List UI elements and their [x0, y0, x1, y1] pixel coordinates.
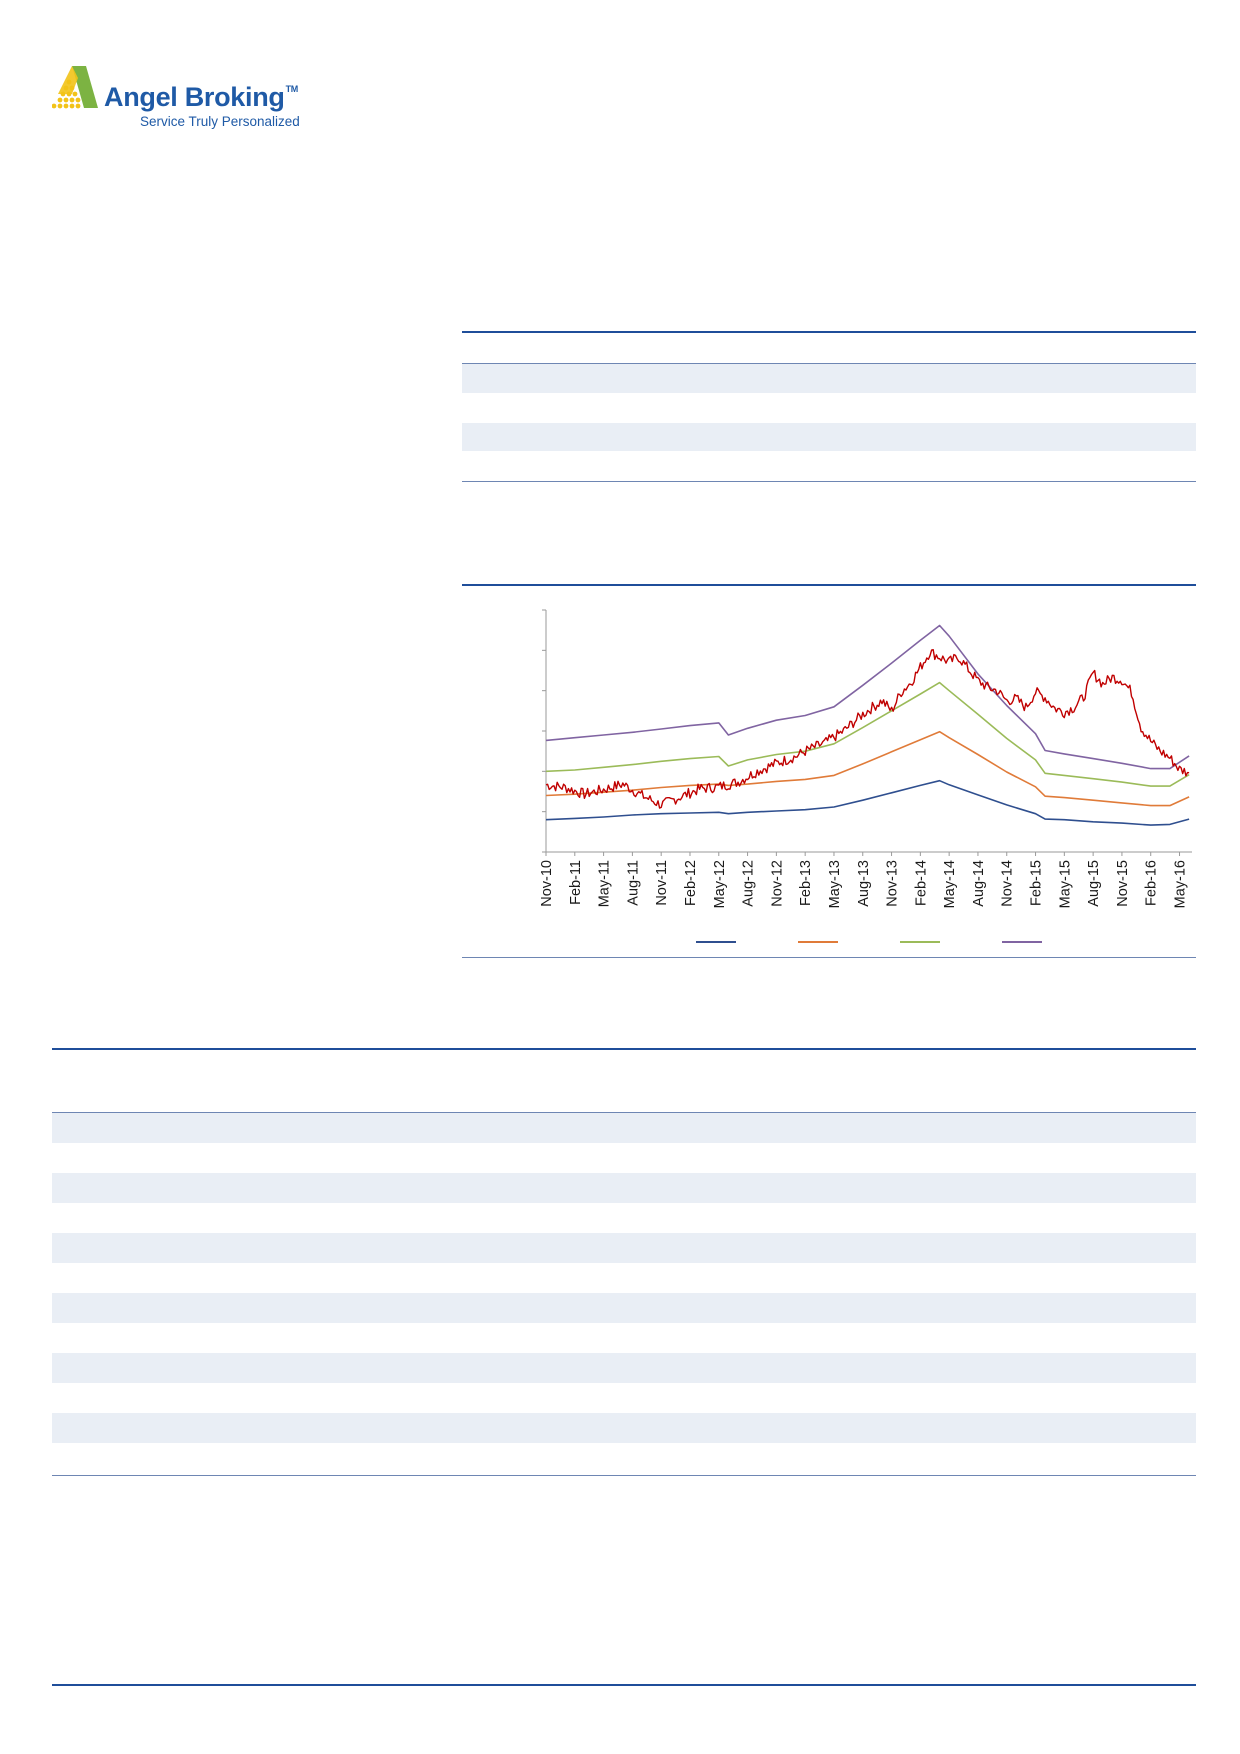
band-series-line: [545, 730, 1190, 807]
x-tick-label: Aug-13: [856, 860, 872, 907]
main-table-row-band: [52, 1353, 1196, 1383]
top-table-top-rule: [462, 331, 1196, 333]
x-tick-label: Nov-10: [539, 860, 555, 907]
main-table-top-rule: [52, 1048, 1196, 1050]
band-series-line: [545, 624, 1190, 770]
x-tick-label: May-15: [1057, 860, 1073, 908]
main-table-row-band: [52, 1413, 1196, 1443]
x-tick-label: Feb-15: [1029, 860, 1045, 906]
x-tick-label: May-11: [597, 860, 613, 907]
main-table-row-band: [52, 1113, 1196, 1143]
chart-svg: Nov-10 Feb-11 May-11 Aug-11 Nov-11 Feb-12 May-…: [539, 609, 1192, 943]
logo-tagline: Service Truly Personalized: [140, 114, 300, 129]
x-tick-label: May-16: [1173, 860, 1189, 908]
main-table-row-band: [52, 1173, 1196, 1203]
chart-bottom-rule: [462, 957, 1196, 958]
band-series-line: [545, 681, 1190, 787]
x-tick-label: Aug-12: [741, 860, 757, 907]
band-series-line: [545, 779, 1190, 826]
top-table-row-band: [462, 423, 1196, 451]
x-tick-label: Feb-14: [913, 860, 929, 906]
x-tick-label: Feb-16: [1144, 860, 1160, 906]
main-table-row-band: [52, 1233, 1196, 1263]
x-tick-label: May-13: [827, 860, 843, 908]
x-tick-label: Aug-11: [625, 860, 641, 906]
main-table-header-rule: [52, 1112, 1196, 1113]
logo-mark-icon: [52, 66, 98, 109]
main-table-bottom-rule: [52, 1475, 1196, 1476]
price-chart: Nov-10 Feb-11 May-11 Aug-11 Nov-11 Feb-12 May-…: [462, 596, 1196, 956]
top-table-header-rule: [462, 363, 1196, 364]
x-tick-label: Feb-13: [798, 860, 814, 906]
x-tick-label: Aug-15: [1086, 860, 1102, 907]
page-footer-rule: [52, 1684, 1196, 1686]
x-tick-label: Nov-11: [654, 860, 670, 906]
x-tick-label: Nov-14: [1000, 860, 1016, 907]
logo-wordmark: Angel BrokingTM: [104, 82, 299, 112]
top-table-row-band: [462, 364, 1196, 393]
x-tick-label: Feb-12: [683, 860, 699, 906]
x-tick-label: Feb-11: [568, 860, 584, 905]
x-tick-label: May-14: [942, 860, 958, 908]
x-tick-label: Nov-15: [1115, 860, 1131, 907]
x-tick-label: Aug-14: [971, 860, 987, 907]
main-table-row-band: [52, 1293, 1196, 1323]
company-logo: Angel BrokingTM Service Truly Personaliz…: [52, 62, 312, 132]
price-series-line: [545, 649, 1190, 809]
x-tick-label: Nov-13: [885, 860, 901, 907]
x-tick-label: Nov-12: [769, 860, 785, 907]
top-table-bottom-rule: [462, 481, 1196, 482]
chart-top-rule: [462, 584, 1196, 586]
x-tick-label: May-12: [712, 860, 728, 908]
